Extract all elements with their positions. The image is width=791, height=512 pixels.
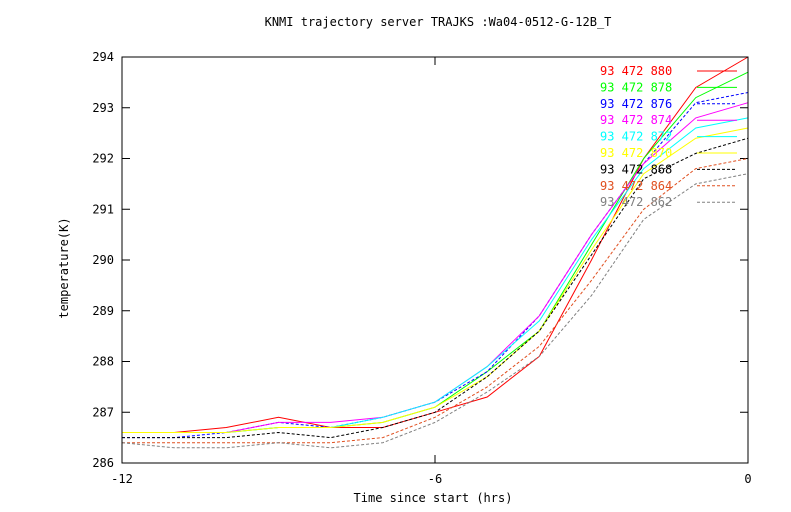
legend-label: 93 472 872: [600, 130, 672, 144]
legend: 93 472 880 93 472 878 93 472 876 93 472 874…: [600, 64, 737, 209]
y-tick-label: 294: [92, 50, 114, 64]
series-line: [121, 173, 749, 449]
y-tick-label: 287: [92, 405, 114, 419]
series-line: [122, 137, 749, 439]
y-tick-label: 288: [92, 355, 114, 369]
axes-layer: 286 287 288 289 290 291 292 293 294 -12 -6 0: [92, 50, 751, 486]
legend-label: 93 472 876: [600, 97, 672, 111]
x-tick-label: -12: [111, 472, 133, 486]
legend-label: 93 472 880: [600, 64, 672, 78]
y-tick-label: 289: [92, 304, 114, 318]
series-layer: [121, 56, 749, 449]
y-tick-label: 293: [92, 101, 114, 115]
y-tick-label: 290: [92, 253, 114, 267]
plot-frame: [121, 56, 749, 464]
chart-title: KNMI trajectory server TRAJKS :Wa04-0512…: [265, 15, 612, 29]
series-line: [122, 158, 749, 444]
legend-label: 93 472 878: [600, 80, 672, 94]
legend-label: 93 472 870: [600, 146, 672, 160]
legend-label: 93 472 864: [600, 179, 672, 193]
x-tick-label: -6: [428, 472, 442, 486]
y-tick-label: 292: [92, 152, 114, 166]
series-line: [122, 127, 749, 433]
legend-label: 93 472 862: [600, 195, 672, 209]
y-axis-label: temperature(K): [57, 217, 71, 318]
legend-label: 93 472 868: [600, 162, 672, 176]
y-tick-label: 286: [92, 456, 114, 470]
legend-label: 93 472 874: [600, 113, 672, 127]
x-axis-label: Time since start (hrs): [354, 491, 513, 505]
x-tick-label: 0: [744, 472, 751, 486]
y-tick-label: 291: [92, 202, 114, 216]
